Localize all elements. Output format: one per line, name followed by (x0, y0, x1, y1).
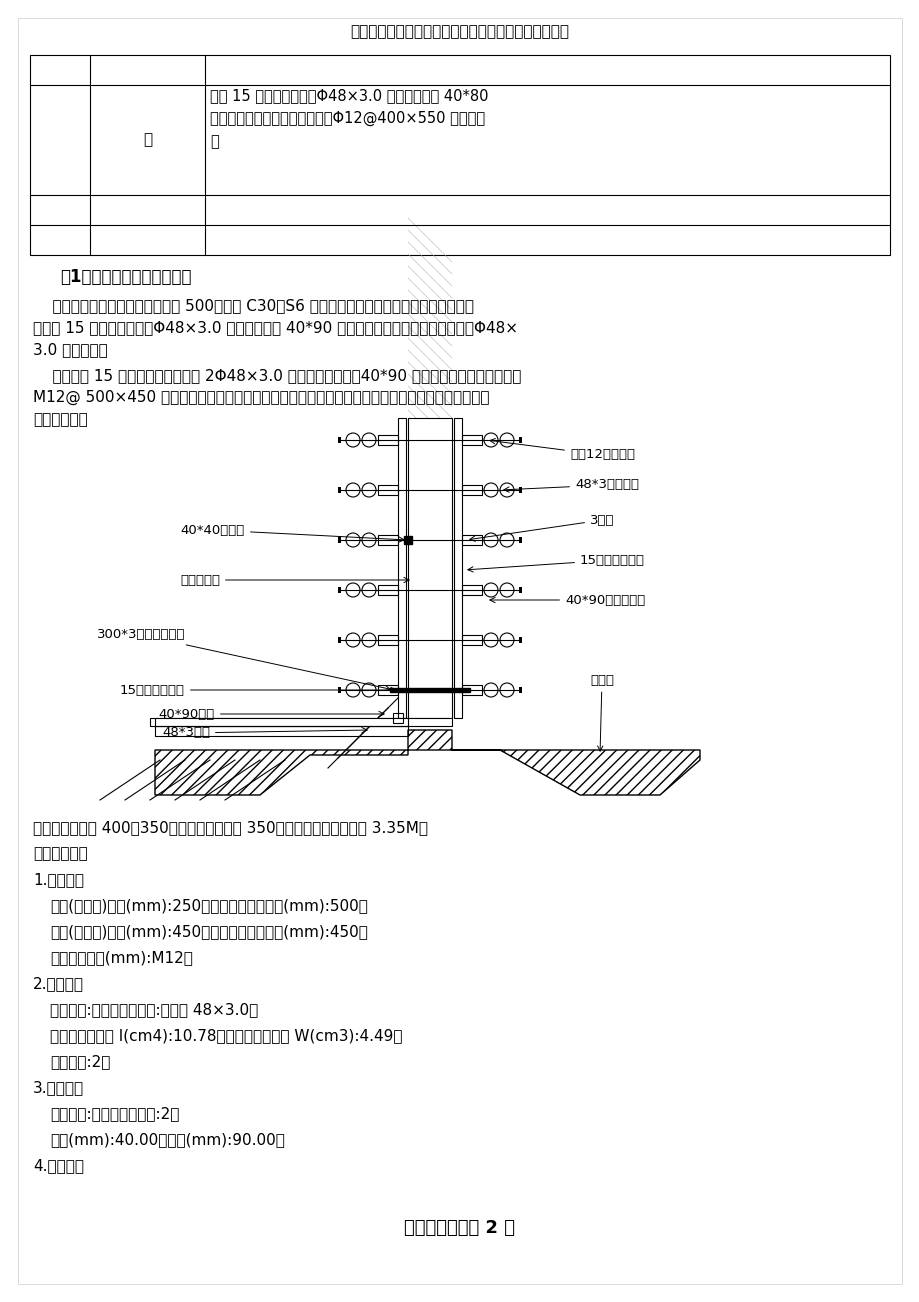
Bar (378, 435, 398, 445)
Text: 龙骨材料:木楞；次楞肢数:2；: 龙骨材料:木楞；次楞肢数:2； (50, 1105, 179, 1121)
Text: 一、参数信息: 一、参数信息 (33, 846, 87, 861)
Bar (337, 536, 341, 543)
Text: 3.0 钢管支撑。: 3.0 钢管支撑。 (33, 342, 108, 357)
Bar (518, 587, 521, 592)
Text: 对拉螺栓直径(mm):M12；: 对拉螺栓直径(mm):M12； (50, 950, 193, 965)
Text: 采用 15 厚九夹板模板，Φ48×3.0 双钢管主龙骨 40*80
木枋次龙骨作为剪力墙模板；用Φ12@400×550 的对拉螺
栓: 采用 15 厚九夹板模板，Φ48×3.0 双钢管主龙骨 40*80 木枋次龙骨作… (210, 89, 488, 148)
Text: 地下室外墙墙厚 400、350，内墙剪力墙墙厚 350。浇注混凝土最大高度 3.35M。: 地下室外墙墙厚 400、350，内墙剪力墙墙厚 350。浇注混凝土最大高度 3.… (33, 820, 427, 835)
Bar (154, 727, 407, 736)
Text: 模采用 15 厚九夹板模板，Φ48×3.0 双钢管主龙骨 40*90 木枋次龙骨作为筏板基础的外模，Φ48×: 模采用 15 厚九夹板模板，Φ48×3.0 双钢管主龙骨 40*90 木枋次龙骨… (33, 320, 517, 335)
Bar (154, 717, 407, 727)
Bar (518, 536, 521, 543)
Text: 钢楞截面惯性矩 I(cm4):10.78；钢楞截面抵抗矩 W(cm3):4.49；: 钢楞截面惯性矩 I(cm4):10.78；钢楞截面抵抗矩 W(cm3):4.49… (50, 1029, 403, 1043)
Bar (518, 687, 521, 693)
Bar (461, 435, 482, 445)
Bar (518, 437, 521, 443)
Text: 次楞(内龙骨)间距(mm):250；穿墙螺栓水平间距(mm):500；: 次楞(内龙骨)间距(mm):250；穿墙螺栓水平间距(mm):500； (50, 898, 368, 913)
Text: 3.次楞信息: 3.次楞信息 (33, 1079, 84, 1095)
Bar (461, 635, 482, 644)
Bar (150, 717, 451, 727)
Text: 如下图所示：: 如下图所示： (33, 411, 87, 427)
Text: 【精品文档】第 2 页: 【精品文档】第 2 页 (404, 1219, 515, 1237)
Text: 精品文档，仅供学习与交流，如有侵权请联系网站删除: 精品文档，仅供学习与交流，如有侵权请联系网站删除 (350, 25, 569, 39)
Bar (378, 585, 398, 595)
Text: 主楞(外龙骨)间距(mm):450；穿墙螺栓竖向间距(mm):450；: 主楞(外龙骨)间距(mm):450；穿墙螺栓竖向间距(mm):450； (50, 924, 368, 939)
Text: 4.面板参数: 4.面板参数 (33, 1157, 84, 1173)
Bar (337, 437, 341, 443)
Bar (461, 486, 482, 495)
Bar (398, 418, 405, 717)
Text: M12@ 500×450 可调节的穿墙对拉螺栓连接，内模板和外模板制作拼装工艺相同。底板和墙体模板: M12@ 500×450 可调节的穿墙对拉螺栓连接，内模板和外模板制作拼装工艺相… (33, 391, 489, 405)
Bar (378, 685, 398, 695)
Bar (378, 486, 398, 495)
Text: 砼筏板: 砼筏板 (589, 673, 613, 751)
Bar (518, 637, 521, 643)
Text: 2.主楞信息: 2.主楞信息 (33, 976, 84, 991)
Bar (378, 535, 398, 546)
Text: 300*3镀锌止水钢板: 300*3镀锌止水钢板 (96, 629, 390, 690)
Text: 1.基本参数: 1.基本参数 (33, 872, 84, 887)
Text: 宽度(mm):40.00；高度(mm):90.00；: 宽度(mm):40.00；高度(mm):90.00； (50, 1131, 285, 1147)
Text: 柱: 柱 (142, 133, 152, 147)
Text: 龙骨材料:钢楞；截面类型:圆钢管 48×3.0；: 龙骨材料:钢楞；截面类型:圆钢管 48×3.0； (50, 1003, 258, 1017)
Bar (337, 687, 341, 693)
Text: 直径12对拉螺杆: 直径12对拉螺杆 (489, 439, 634, 461)
Bar (390, 687, 470, 691)
Bar (337, 587, 341, 592)
Bar (378, 635, 398, 644)
Text: 15厚九夹木模板: 15厚九夹木模板 (119, 684, 396, 697)
Bar (30, 55, 889, 255)
Bar (461, 685, 482, 695)
Bar (392, 713, 403, 723)
Bar (407, 418, 451, 717)
Text: 外墙采用 15 厚九夹板模板，采用 2Φ48×3.0 双钢管做主龙骨，40*90 木枋次龙骨作为外墙外模。: 外墙采用 15 厚九夹板模板，采用 2Φ48×3.0 双钢管做主龙骨，40*90… (33, 368, 521, 383)
Text: 40*90木枋: 40*90木枋 (159, 707, 384, 720)
Bar (337, 637, 341, 643)
Bar (453, 418, 461, 717)
Text: 48*3钢管模带: 48*3钢管模带 (504, 479, 639, 492)
Bar (518, 487, 521, 493)
Text: （1）地下室内外墙模板设计: （1）地下室内外墙模板设计 (60, 268, 191, 286)
Text: 48*3钢管: 48*3钢管 (162, 727, 367, 740)
Polygon shape (154, 730, 699, 796)
Bar (461, 535, 482, 546)
Bar (403, 536, 412, 544)
Text: 40*40止水片: 40*40止水片 (180, 523, 403, 542)
Bar (461, 585, 482, 595)
Bar (337, 487, 341, 493)
Text: 3型卡: 3型卡 (470, 513, 614, 542)
Text: 本工程地下一层结构，基础板厚 500，采用 C30、S6 的防水砼，在砼垫层施工完成后，底板外: 本工程地下一层结构，基础板厚 500，采用 C30、S6 的防水砼，在砼垫层施工… (33, 298, 473, 312)
Text: 地下室砼墙: 地下室砼墙 (180, 573, 409, 586)
Text: 15厚九夹木模板: 15厚九夹木模板 (468, 553, 644, 572)
Text: 40*90落叶松木枋: 40*90落叶松木枋 (489, 594, 644, 607)
Text: 主楞肢数:2；: 主楞肢数:2； (50, 1055, 110, 1069)
